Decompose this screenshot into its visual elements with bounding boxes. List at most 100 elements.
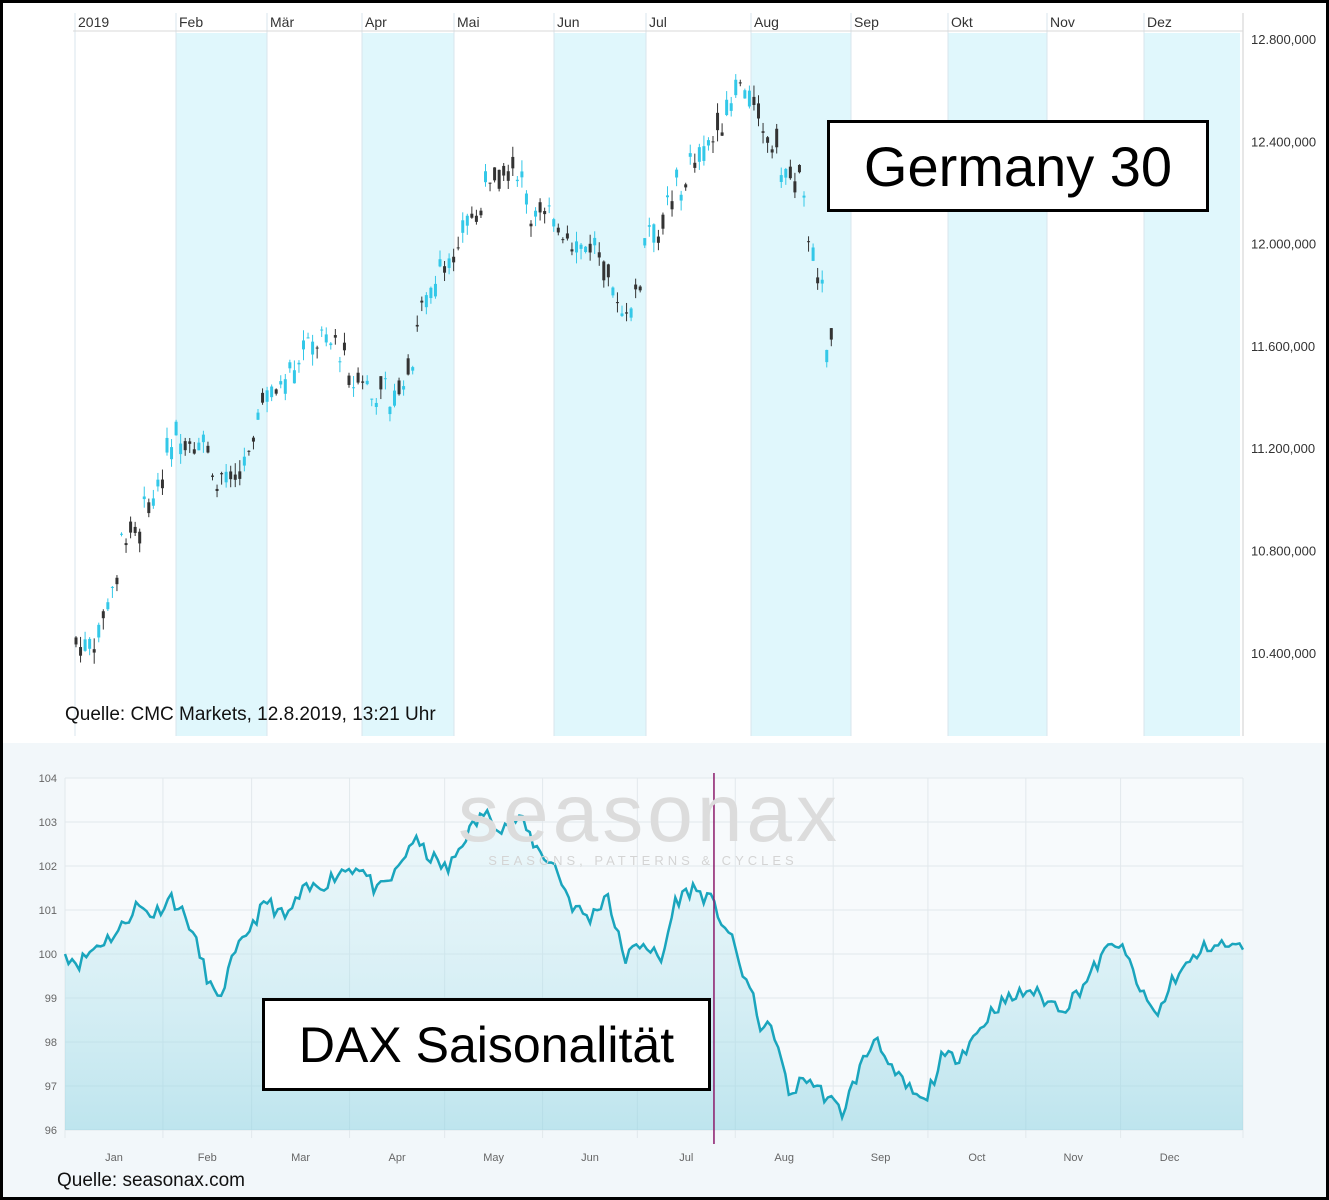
candle-body bbox=[757, 103, 760, 119]
candle-body bbox=[825, 349, 829, 363]
candle-body bbox=[142, 496, 146, 500]
candle-body bbox=[361, 381, 365, 383]
candle-body bbox=[160, 479, 164, 489]
candle-body bbox=[251, 437, 255, 442]
candle-body bbox=[83, 639, 87, 651]
x-tick-label: Okt bbox=[951, 14, 973, 30]
candle-body bbox=[579, 244, 583, 249]
x-tick-label: Oct bbox=[968, 1152, 985, 1164]
candle-body bbox=[529, 223, 533, 227]
candle-body bbox=[502, 165, 506, 176]
candle-body bbox=[156, 479, 160, 487]
candle-body bbox=[488, 182, 492, 184]
candle-body bbox=[584, 246, 588, 252]
y-tick-label: 12.800,000 bbox=[1251, 32, 1316, 47]
bottom-y-axis-labels: 104 103 102 101 100 99 98 97 96 bbox=[39, 773, 57, 1137]
candle-body bbox=[643, 238, 647, 246]
x-tick-label: Dez bbox=[1147, 14, 1172, 30]
x-tick-label: Aug bbox=[774, 1152, 794, 1164]
candle-body bbox=[324, 334, 328, 343]
candle-body bbox=[197, 442, 201, 451]
candle-body bbox=[233, 474, 237, 480]
candle-body bbox=[270, 386, 274, 398]
candle-body bbox=[802, 195, 806, 198]
candle-body bbox=[402, 386, 406, 390]
candle-body bbox=[656, 236, 660, 243]
candle-body bbox=[138, 531, 142, 544]
candle-body bbox=[670, 201, 674, 210]
candle-body bbox=[474, 215, 478, 222]
candle-body bbox=[720, 132, 724, 136]
candle-body bbox=[447, 258, 451, 268]
candle-body bbox=[543, 211, 547, 215]
candle-body bbox=[306, 337, 310, 339]
candle-body bbox=[247, 450, 251, 452]
candle-body bbox=[497, 169, 501, 189]
y-tick-label: 96 bbox=[45, 1125, 57, 1137]
x-tick-label: Jun bbox=[581, 1152, 599, 1164]
candle-body bbox=[716, 112, 720, 131]
candle-body bbox=[456, 247, 460, 249]
candle-body bbox=[816, 277, 820, 284]
candle-body bbox=[165, 437, 169, 453]
candle-body bbox=[711, 141, 715, 143]
candle-body bbox=[433, 283, 437, 297]
candle-body bbox=[329, 343, 333, 346]
candle-body bbox=[315, 347, 319, 349]
candle-body bbox=[452, 256, 456, 263]
candle-body bbox=[79, 647, 83, 656]
candle-body bbox=[611, 287, 615, 296]
candle-body bbox=[424, 295, 428, 308]
candle-body bbox=[265, 390, 269, 402]
candle-body bbox=[279, 381, 283, 385]
y-tick-label: 10.400,000 bbox=[1251, 646, 1316, 661]
candle-body bbox=[511, 156, 515, 169]
candle-body bbox=[734, 79, 738, 96]
candle-body bbox=[374, 402, 378, 407]
x-tick-label: Sep bbox=[871, 1152, 891, 1164]
y-tick-label: 11.200,000 bbox=[1251, 441, 1315, 456]
candle-body bbox=[101, 611, 105, 619]
source-note-seasonax: Quelle: seasonax.com bbox=[57, 1170, 245, 1191]
candle-body bbox=[556, 227, 560, 233]
candle-body bbox=[338, 361, 342, 363]
candle-body bbox=[470, 213, 474, 218]
x-tick-label: Mar bbox=[291, 1152, 310, 1164]
x-tick-label: Sep bbox=[854, 14, 879, 30]
x-tick-label: Apr bbox=[389, 1152, 406, 1164]
candle-body bbox=[292, 370, 296, 384]
top-x-axis-labels: 2019 Feb Mär Apr Mai Jun Jul Aug Sep Okt Nov Dez bbox=[78, 14, 1172, 30]
candle-body bbox=[347, 375, 351, 385]
candle-body bbox=[629, 308, 633, 318]
candle-body bbox=[770, 149, 774, 153]
x-tick-label: Dec bbox=[1160, 1152, 1180, 1164]
candle-body bbox=[297, 362, 301, 365]
candle-body bbox=[370, 398, 374, 400]
candle-body bbox=[752, 96, 756, 105]
month-band bbox=[554, 33, 646, 736]
candle-body bbox=[761, 131, 765, 133]
candle-body bbox=[666, 195, 669, 198]
candle-body bbox=[393, 390, 396, 406]
candle-body bbox=[383, 378, 387, 380]
candle-body bbox=[406, 358, 410, 375]
candle-body bbox=[493, 167, 497, 181]
candle-body bbox=[261, 392, 265, 403]
candle-body bbox=[311, 341, 315, 355]
candle-body bbox=[693, 162, 697, 168]
candle-body bbox=[729, 103, 733, 111]
candle-body bbox=[811, 247, 815, 261]
candle-body bbox=[652, 224, 656, 243]
candle-body bbox=[588, 243, 592, 253]
candle-body bbox=[429, 287, 433, 299]
candle-body bbox=[620, 313, 624, 316]
candle-body bbox=[97, 624, 101, 638]
candle-body bbox=[352, 387, 356, 389]
candle-body bbox=[206, 445, 210, 453]
candle-body bbox=[220, 473, 224, 475]
x-tick-label: Nov bbox=[1063, 1152, 1083, 1164]
candle-body bbox=[688, 153, 692, 157]
candle-body bbox=[829, 328, 833, 340]
candle-body bbox=[515, 179, 519, 182]
candle-body bbox=[420, 300, 424, 303]
